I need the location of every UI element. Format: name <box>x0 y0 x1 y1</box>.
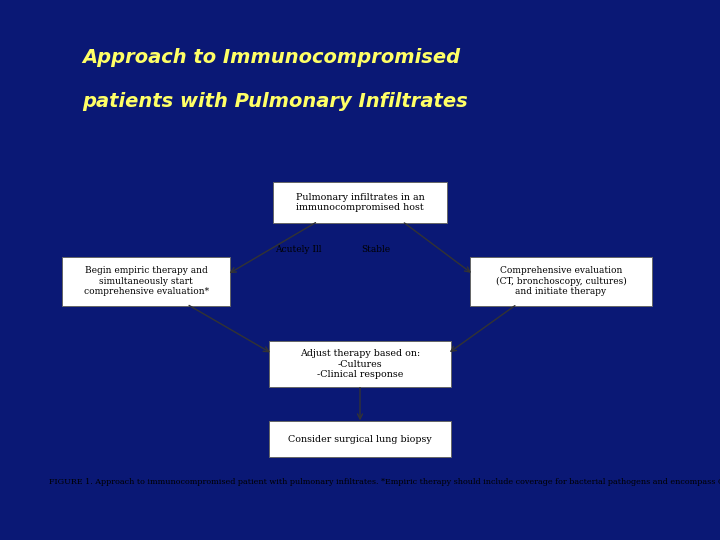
Text: Approach to Immunocompromised: Approach to Immunocompromised <box>83 48 461 67</box>
Text: Comprehensive evaluation
(CT, bronchoscopy, cultures)
and initiate therapy: Comprehensive evaluation (CT, bronchosco… <box>495 266 626 296</box>
FancyBboxPatch shape <box>62 256 230 306</box>
Text: Adjust therapy based on:
-Cultures
-Clinical response: Adjust therapy based on: -Cultures -Clin… <box>300 349 420 379</box>
Text: patients with Pulmonary Infiltrates: patients with Pulmonary Infiltrates <box>83 92 469 111</box>
FancyBboxPatch shape <box>470 256 652 306</box>
Text: Stable: Stable <box>361 245 391 254</box>
Text: Pulmonary infiltrates in an
immunocompromised host: Pulmonary infiltrates in an immunocompro… <box>296 193 424 212</box>
Text: Begin empiric therapy and
simultaneously start
comprehensive evaluation*: Begin empiric therapy and simultaneously… <box>84 266 209 296</box>
Text: FIGURE 1. Approach to immunocompromised patient with pulmonary infiltrates. *Emp: FIGURE 1. Approach to immunocompromised … <box>49 478 720 487</box>
Text: Acutely Ill: Acutely Ill <box>275 245 322 254</box>
FancyBboxPatch shape <box>269 421 451 457</box>
FancyBboxPatch shape <box>269 341 451 387</box>
Text: Consider surgical lung biopsy: Consider surgical lung biopsy <box>288 435 432 443</box>
FancyBboxPatch shape <box>272 182 448 223</box>
